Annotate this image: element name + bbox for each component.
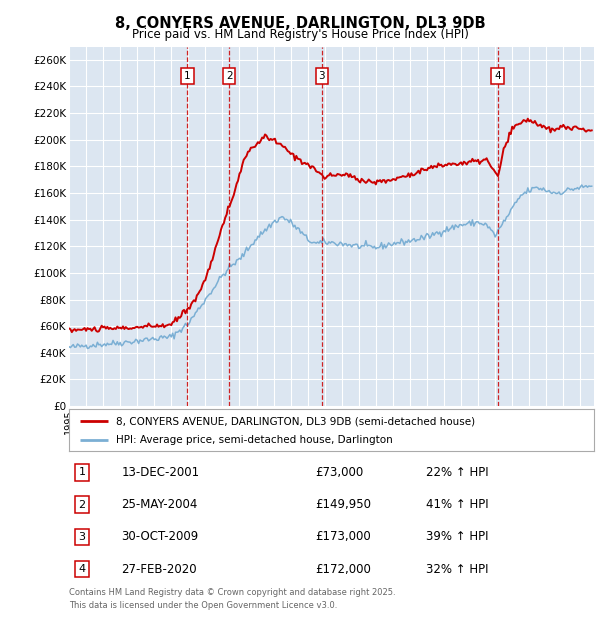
Text: 4: 4 [79,564,86,574]
Text: £73,000: £73,000 [316,466,364,479]
Text: £172,000: £172,000 [316,563,371,575]
Text: This data is licensed under the Open Government Licence v3.0.: This data is licensed under the Open Gov… [69,601,337,610]
Text: 22% ↑ HPI: 22% ↑ HPI [426,466,488,479]
Text: 39% ↑ HPI: 39% ↑ HPI [426,531,488,543]
Text: 4: 4 [494,71,501,81]
Text: 1: 1 [79,467,86,477]
Text: 8, CONYERS AVENUE, DARLINGTON, DL3 9DB (semi-detached house): 8, CONYERS AVENUE, DARLINGTON, DL3 9DB (… [116,416,475,426]
Text: 25-MAY-2004: 25-MAY-2004 [121,498,198,511]
Text: 3: 3 [79,532,86,542]
Text: 2: 2 [79,500,86,510]
Text: Price paid vs. HM Land Registry's House Price Index (HPI): Price paid vs. HM Land Registry's House … [131,28,469,41]
Text: £149,950: £149,950 [316,498,372,511]
Text: 27-FEB-2020: 27-FEB-2020 [121,563,197,575]
Text: 41% ↑ HPI: 41% ↑ HPI [426,498,488,511]
Text: 30-OCT-2009: 30-OCT-2009 [121,531,199,543]
Text: £173,000: £173,000 [316,531,371,543]
Text: 2: 2 [226,71,233,81]
Text: Contains HM Land Registry data © Crown copyright and database right 2025.: Contains HM Land Registry data © Crown c… [69,588,395,598]
Text: 8, CONYERS AVENUE, DARLINGTON, DL3 9DB: 8, CONYERS AVENUE, DARLINGTON, DL3 9DB [115,16,485,30]
Text: 32% ↑ HPI: 32% ↑ HPI [426,563,488,575]
Text: 1: 1 [184,71,191,81]
Text: 3: 3 [319,71,325,81]
Text: HPI: Average price, semi-detached house, Darlington: HPI: Average price, semi-detached house,… [116,435,393,445]
Text: 13-DEC-2001: 13-DEC-2001 [121,466,200,479]
